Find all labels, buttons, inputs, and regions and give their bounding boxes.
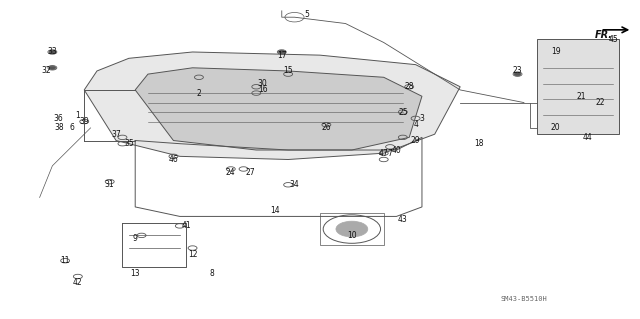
Text: 25: 25	[398, 108, 408, 116]
Text: 42: 42	[73, 278, 83, 287]
Text: 9: 9	[132, 234, 138, 243]
Text: 10: 10	[347, 231, 356, 240]
Text: 18: 18	[474, 139, 484, 148]
Text: 34: 34	[290, 180, 300, 189]
Text: 5: 5	[305, 10, 310, 19]
Text: 11: 11	[60, 256, 70, 265]
Polygon shape	[135, 68, 422, 150]
Text: 35: 35	[124, 139, 134, 148]
Text: 6: 6	[69, 123, 74, 132]
Circle shape	[278, 50, 285, 54]
Text: 30: 30	[258, 79, 268, 88]
Text: 47: 47	[379, 149, 388, 158]
Text: 22: 22	[596, 98, 605, 107]
FancyBboxPatch shape	[537, 39, 620, 134]
Text: 24: 24	[226, 168, 236, 177]
Text: 43: 43	[398, 215, 408, 224]
Text: 41: 41	[181, 221, 191, 230]
Text: 36: 36	[54, 114, 63, 123]
Text: 17: 17	[277, 51, 287, 60]
Text: 4: 4	[413, 120, 418, 129]
Circle shape	[49, 66, 56, 69]
Text: 7: 7	[388, 149, 392, 158]
Circle shape	[336, 221, 368, 237]
Text: 20: 20	[551, 123, 561, 132]
Text: 1: 1	[76, 111, 80, 120]
Polygon shape	[84, 52, 460, 160]
Circle shape	[49, 50, 56, 54]
Text: 23: 23	[513, 66, 522, 76]
Text: 3: 3	[419, 114, 424, 123]
Text: 2: 2	[196, 89, 202, 98]
Text: 32: 32	[41, 66, 51, 76]
Circle shape	[515, 72, 521, 76]
Text: 26: 26	[321, 123, 331, 132]
Text: 46: 46	[168, 155, 179, 164]
Text: 12: 12	[188, 250, 197, 259]
Text: 28: 28	[404, 82, 414, 91]
Text: 8: 8	[209, 269, 214, 278]
Text: 15: 15	[284, 66, 293, 76]
Text: 31: 31	[105, 180, 115, 189]
Text: 27: 27	[245, 168, 255, 177]
Text: 45: 45	[608, 35, 618, 44]
Text: SM43-B5510H: SM43-B5510H	[500, 296, 547, 302]
Text: 16: 16	[258, 85, 268, 94]
Text: 14: 14	[271, 206, 280, 215]
Text: 33: 33	[47, 48, 57, 56]
Text: 44: 44	[583, 133, 593, 142]
Text: 40: 40	[392, 145, 401, 154]
Text: 38: 38	[54, 123, 63, 132]
Text: 19: 19	[551, 48, 561, 56]
Text: 39: 39	[79, 117, 89, 126]
Text: FR.: FR.	[595, 30, 612, 40]
Text: 21: 21	[577, 92, 586, 101]
Text: 13: 13	[131, 269, 140, 278]
Text: 37: 37	[111, 130, 121, 139]
Text: 29: 29	[411, 136, 420, 145]
